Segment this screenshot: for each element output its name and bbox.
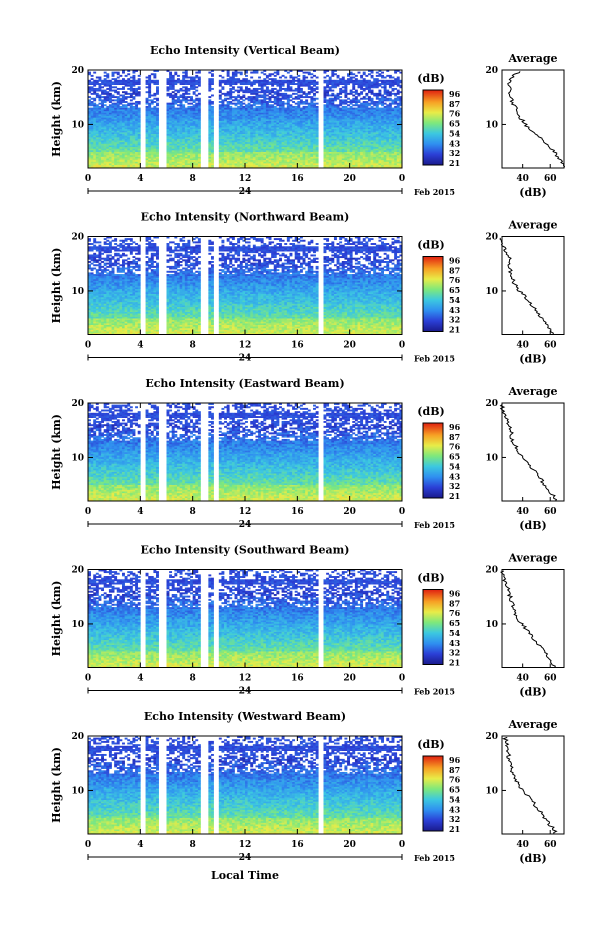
echo-intensity-figure: Echo Intensity (Vertical Beam)2010Height… <box>0 0 616 929</box>
panel-title: Echo Intensity (Vertical Beam) <box>150 44 340 57</box>
beam-panel-0: Echo Intensity (Vertical Beam)2010Height… <box>50 44 565 199</box>
heatmap-cells <box>88 70 402 168</box>
